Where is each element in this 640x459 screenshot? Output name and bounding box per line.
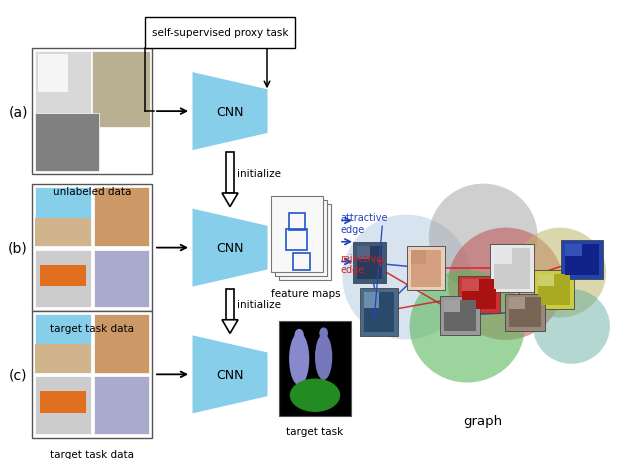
Bar	[94, 314, 148, 373]
Bar	[494, 248, 530, 289]
Bar	[145, 17, 295, 49]
Bar	[94, 250, 148, 308]
Bar	[565, 244, 600, 275]
Bar	[38, 55, 68, 92]
Bar	[440, 296, 479, 335]
Bar	[411, 250, 440, 287]
Bar	[444, 300, 476, 331]
Polygon shape	[193, 73, 268, 151]
Text: initialize: initialize	[237, 299, 281, 309]
Bar	[289, 214, 305, 231]
Bar	[35, 376, 91, 434]
Bar	[458, 276, 500, 313]
Circle shape	[533, 289, 610, 364]
Bar	[509, 298, 525, 309]
Bar	[505, 294, 545, 331]
Text: (b): (b)	[8, 241, 28, 255]
Bar	[32, 49, 152, 175]
Circle shape	[448, 228, 563, 340]
Bar	[360, 288, 398, 336]
Bar	[279, 321, 351, 416]
Ellipse shape	[315, 334, 332, 380]
Circle shape	[514, 228, 606, 318]
Bar	[364, 292, 379, 308]
Circle shape	[342, 215, 470, 340]
Bar	[490, 244, 534, 293]
Bar	[226, 153, 234, 194]
Circle shape	[410, 271, 525, 383]
Ellipse shape	[289, 333, 309, 386]
Polygon shape	[222, 320, 238, 334]
Circle shape	[429, 184, 538, 290]
Bar	[271, 196, 323, 272]
Text: attractive
edge: attractive edge	[340, 213, 388, 235]
Bar	[357, 246, 370, 260]
Ellipse shape	[294, 329, 304, 341]
Bar	[293, 254, 310, 270]
Bar	[534, 270, 573, 309]
Text: target task data: target task data	[50, 323, 134, 333]
Bar	[35, 188, 91, 246]
Bar	[538, 274, 570, 306]
Polygon shape	[222, 194, 238, 207]
Bar	[357, 246, 383, 280]
Bar	[35, 114, 99, 172]
Bar	[226, 289, 234, 320]
Bar	[509, 298, 541, 327]
Text: (a): (a)	[8, 105, 28, 119]
Text: initialize: initialize	[237, 168, 281, 178]
Bar	[35, 314, 91, 373]
Polygon shape	[193, 209, 268, 287]
Text: (c): (c)	[9, 368, 28, 381]
Text: unlabeled data: unlabeled data	[53, 187, 131, 197]
Bar	[35, 218, 91, 246]
Bar	[353, 243, 387, 284]
Bar	[461, 280, 496, 309]
Bar	[35, 250, 91, 308]
Bar	[94, 376, 148, 434]
Bar	[364, 292, 394, 333]
Text: self-supervised proxy task: self-supervised proxy task	[152, 28, 288, 38]
Bar	[565, 244, 582, 257]
Text: target task: target task	[286, 426, 344, 436]
Bar	[444, 300, 460, 313]
Bar	[32, 311, 152, 438]
Bar	[40, 392, 86, 413]
Bar	[406, 246, 445, 291]
Bar	[279, 204, 331, 280]
Text: feature maps: feature maps	[271, 288, 340, 298]
Bar	[32, 185, 152, 311]
Bar	[40, 265, 86, 286]
Text: graph: graph	[463, 414, 503, 427]
Ellipse shape	[290, 379, 340, 412]
Ellipse shape	[319, 328, 328, 339]
Bar	[286, 230, 307, 251]
Polygon shape	[193, 336, 268, 414]
Bar	[538, 274, 554, 287]
Bar	[92, 51, 150, 128]
Bar	[494, 248, 512, 264]
Text: CNN: CNN	[216, 368, 244, 381]
Text: CNN: CNN	[216, 106, 244, 118]
Text: CNN: CNN	[216, 241, 244, 255]
Bar	[94, 188, 148, 246]
Bar	[35, 51, 91, 115]
Bar	[275, 201, 327, 276]
Bar	[35, 345, 91, 373]
Bar	[411, 250, 426, 265]
Bar	[561, 240, 604, 279]
Text: rejective
edge: rejective edge	[340, 253, 383, 275]
Bar	[461, 280, 479, 291]
Text: target task data: target task data	[50, 449, 134, 459]
